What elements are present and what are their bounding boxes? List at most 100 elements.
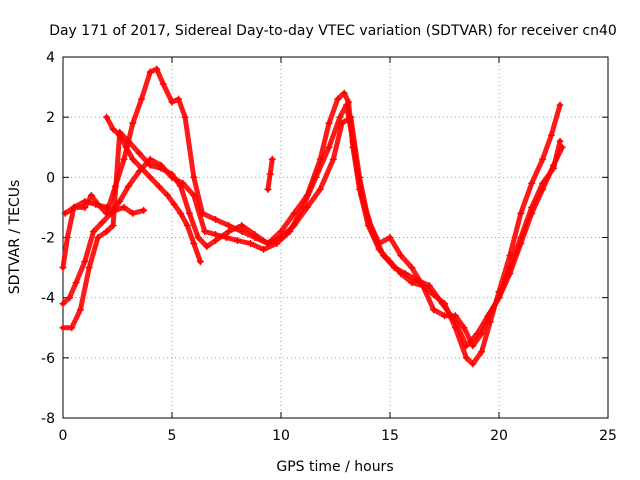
data-point <box>264 185 272 193</box>
data-point <box>233 237 241 245</box>
data-point <box>164 191 172 199</box>
data-point <box>85 264 93 272</box>
data-point <box>81 258 89 266</box>
data-point <box>212 230 220 238</box>
axis-ticks: 0 5 10 15 20 25 -8 -6 -4 -2 0 2 4 <box>41 50 617 444</box>
data-point <box>194 234 202 241</box>
data-point <box>316 185 324 193</box>
data-point <box>462 354 470 362</box>
data-point <box>137 164 145 172</box>
series-track <box>60 102 565 349</box>
data-point <box>181 113 189 121</box>
data-point <box>238 227 246 235</box>
data-point <box>528 203 536 211</box>
data-point <box>201 227 209 235</box>
series-track-6 <box>264 155 276 193</box>
data-point <box>260 246 268 254</box>
data-point <box>556 137 564 145</box>
data-point <box>325 143 333 151</box>
data-point <box>486 309 494 317</box>
data-point <box>87 191 95 199</box>
data-point <box>157 164 165 172</box>
data-point <box>338 119 346 127</box>
x-tick-label: 25 <box>599 428 617 444</box>
data-point <box>334 95 342 103</box>
data-point <box>462 342 470 350</box>
data-point <box>153 65 161 73</box>
y-tick-label: -2 <box>41 231 55 247</box>
x-tick-label: 10 <box>272 428 290 444</box>
y-tick-label: 2 <box>46 110 55 126</box>
data-point <box>379 252 387 260</box>
data-point <box>92 200 100 208</box>
data-point <box>103 203 111 211</box>
data-point <box>190 173 198 181</box>
data-point <box>246 240 254 248</box>
data-point <box>109 125 117 133</box>
data-point <box>168 170 176 178</box>
data-point <box>451 312 459 320</box>
data-point <box>81 197 89 205</box>
data-point <box>129 209 137 217</box>
data-point <box>517 209 525 217</box>
data-point <box>251 230 259 238</box>
data-point <box>264 240 272 248</box>
data-points <box>59 65 566 368</box>
data-point <box>212 215 220 223</box>
x-tick-label: 20 <box>490 428 508 444</box>
data-point <box>347 113 355 121</box>
data-point <box>76 306 84 314</box>
data-point <box>103 113 111 121</box>
data-point <box>495 294 503 302</box>
data-point <box>120 155 128 163</box>
data-point <box>185 209 193 217</box>
data-point <box>469 360 477 368</box>
series-track <box>60 114 563 349</box>
data-point <box>375 240 383 248</box>
data-point <box>129 155 137 163</box>
data-point <box>290 221 298 229</box>
data-point <box>94 234 102 241</box>
data-point <box>124 137 132 145</box>
data-point <box>425 282 433 290</box>
data-point <box>140 206 148 214</box>
data-point <box>312 173 320 181</box>
data-point <box>469 342 477 350</box>
data-point <box>120 203 128 211</box>
series-track <box>104 114 203 265</box>
data-point <box>506 264 514 272</box>
data-point <box>478 348 486 356</box>
data-point <box>203 243 211 251</box>
data-point <box>196 258 204 266</box>
data-point <box>528 179 536 187</box>
data-point <box>177 182 185 190</box>
data-point <box>303 203 311 211</box>
data-point <box>81 203 89 211</box>
data-point <box>59 264 67 272</box>
x-axis-label: GPS time / hours <box>276 459 393 475</box>
data-point <box>325 119 333 127</box>
x-tick-label: 0 <box>59 428 68 444</box>
data-point <box>550 164 557 172</box>
data-point <box>419 282 427 290</box>
data-point <box>408 279 416 287</box>
data-point <box>98 218 106 226</box>
data-point <box>122 143 130 151</box>
data-point <box>70 203 78 211</box>
data-point <box>517 234 525 241</box>
data-point <box>72 279 80 287</box>
data-point <box>225 227 233 235</box>
data-point <box>547 131 555 139</box>
data-point <box>116 197 124 205</box>
data-point <box>539 179 547 187</box>
data-point <box>438 300 446 308</box>
data-point <box>430 306 438 314</box>
data-point <box>340 89 348 97</box>
data-point <box>225 221 233 229</box>
data-point <box>129 119 137 127</box>
data-point <box>290 209 298 217</box>
data-point <box>59 324 67 332</box>
data-point <box>103 227 111 235</box>
data-point <box>364 215 372 223</box>
